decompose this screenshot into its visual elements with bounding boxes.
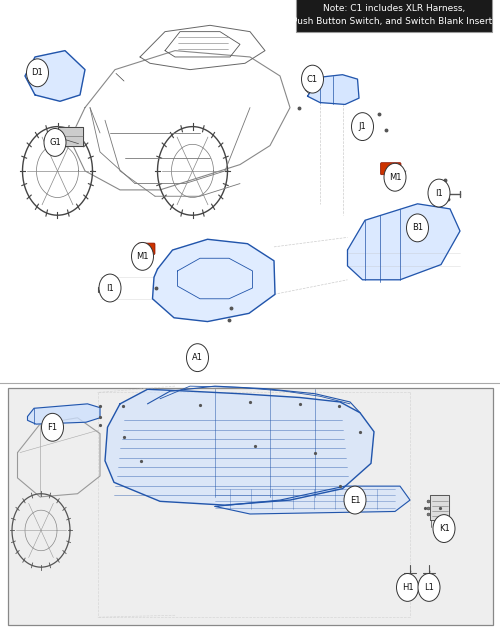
Circle shape xyxy=(428,179,450,207)
Text: M1: M1 xyxy=(136,252,149,261)
Polygon shape xyxy=(152,239,275,322)
Text: D1: D1 xyxy=(32,68,44,77)
Polygon shape xyxy=(308,75,359,104)
Circle shape xyxy=(42,413,64,441)
Text: L1: L1 xyxy=(424,583,434,592)
Text: M1: M1 xyxy=(389,173,401,182)
FancyBboxPatch shape xyxy=(380,163,401,175)
Circle shape xyxy=(132,242,154,270)
Circle shape xyxy=(352,113,374,141)
Text: H1: H1 xyxy=(402,583,413,592)
Circle shape xyxy=(302,65,324,93)
Text: G1: G1 xyxy=(49,138,61,147)
Circle shape xyxy=(344,486,366,514)
Circle shape xyxy=(44,128,66,156)
Circle shape xyxy=(418,573,440,601)
Circle shape xyxy=(26,59,48,87)
FancyBboxPatch shape xyxy=(296,0,492,32)
Circle shape xyxy=(384,163,406,191)
Polygon shape xyxy=(58,127,82,146)
Circle shape xyxy=(433,515,455,542)
Polygon shape xyxy=(105,389,374,505)
Polygon shape xyxy=(25,51,85,101)
Text: F1: F1 xyxy=(48,423,58,432)
Circle shape xyxy=(406,214,428,242)
Text: A1: A1 xyxy=(192,353,203,362)
Circle shape xyxy=(186,344,208,372)
Text: Note: C1 includes XLR Harness,
Push Button Switch, and Switch Blank Insert.: Note: C1 includes XLR Harness, Push Butt… xyxy=(292,4,496,26)
Text: E1: E1 xyxy=(350,496,360,505)
Text: K1: K1 xyxy=(438,524,450,533)
Circle shape xyxy=(99,274,121,302)
Polygon shape xyxy=(348,204,460,280)
Polygon shape xyxy=(28,404,100,424)
Text: C1: C1 xyxy=(307,75,318,84)
Text: B1: B1 xyxy=(412,223,423,232)
FancyBboxPatch shape xyxy=(8,388,492,625)
FancyBboxPatch shape xyxy=(138,243,155,254)
Circle shape xyxy=(396,573,418,601)
Polygon shape xyxy=(215,486,410,514)
Text: J1: J1 xyxy=(358,122,366,131)
Text: I1: I1 xyxy=(106,284,114,292)
Polygon shape xyxy=(430,495,449,520)
Text: I1: I1 xyxy=(435,189,443,197)
